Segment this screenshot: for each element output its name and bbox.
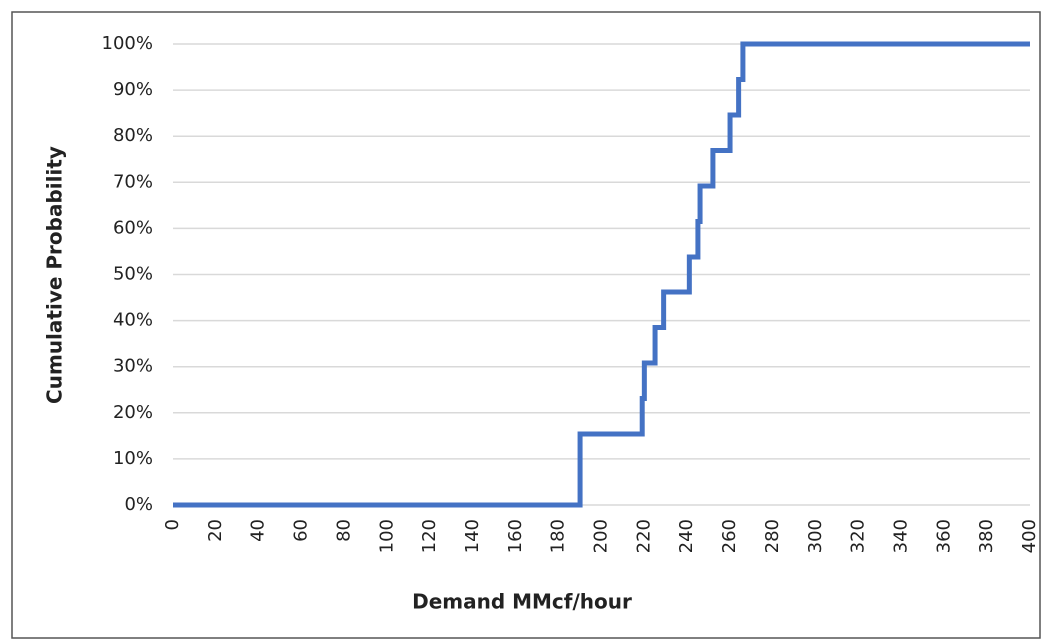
x-tick-label: 380 [976,519,997,553]
y-tick-label: 70% [113,171,153,192]
x-tick-label: 140 [462,519,483,553]
x-tick-label: 200 [591,519,612,553]
x-tick-label: 60 [291,519,312,542]
x-tick-label: 400 [1019,519,1040,553]
x-tick-label: 220 [633,519,654,553]
series-line [173,41,1030,508]
x-tick-label: 80 [333,519,354,542]
x-tick-label: 180 [548,519,569,553]
x-tick-label: 0 [162,519,183,530]
y-tick-label: 10% [113,448,153,469]
x-axis-title: Demand MMcf/hour [412,590,632,614]
x-tick-label: 20 [205,519,226,542]
x-tick-label: 280 [762,519,783,553]
x-tick-label: 160 [505,519,526,553]
x-tick-label: 340 [890,519,911,553]
y-tick-label: 20% [113,402,153,423]
x-tick-label: 120 [419,519,440,553]
y-tick-label: 30% [113,356,153,377]
y-tick-label: 90% [113,79,153,100]
y-axis-title: Cumulative Probability [43,146,67,404]
y-tick-label: 60% [113,217,153,238]
x-tick-label: 360 [933,519,954,553]
chart-frame [11,11,1041,639]
x-tick-label: 100 [376,519,397,553]
x-tick-label: 320 [848,519,869,553]
x-tick-label: 240 [676,519,697,553]
x-tick-label: 300 [805,519,826,553]
y-tick-label: 40% [113,310,153,331]
y-tick-label: 80% [113,125,153,146]
x-tick-label: 260 [719,519,740,553]
x-tick-label: 40 [248,519,269,542]
y-tick-label: 100% [102,33,153,54]
y-tick-label: 50% [113,264,153,285]
y-tick-label: 0% [124,494,153,515]
